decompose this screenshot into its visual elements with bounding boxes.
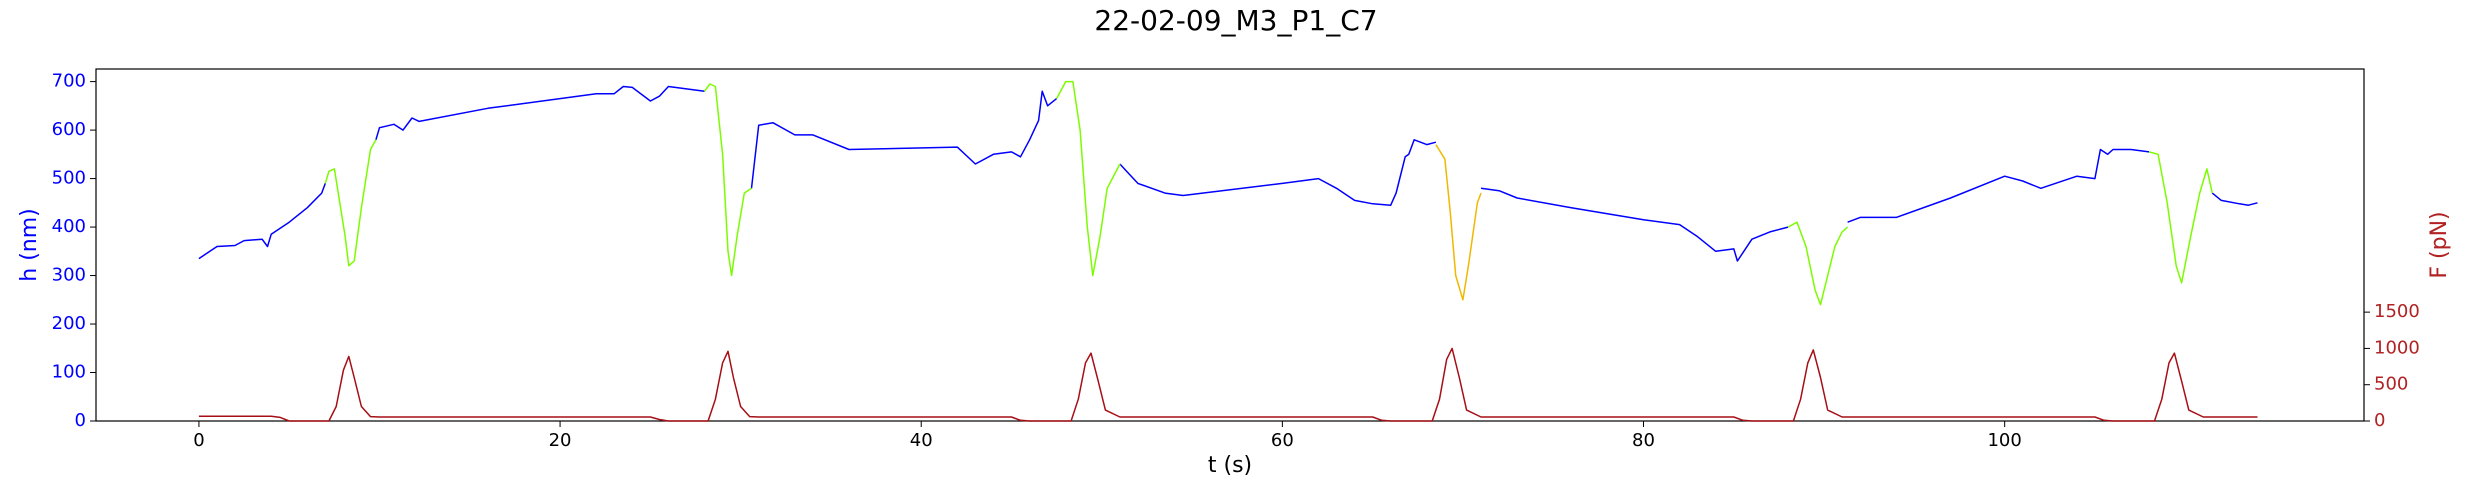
y2-axis-label: F (pN)	[2427, 211, 2452, 278]
x-tick-label: 40	[910, 430, 933, 451]
y2-tick-label: 0	[2374, 410, 2385, 431]
y-tick-label: 100	[52, 362, 86, 383]
y2-tick-label: 500	[2374, 374, 2408, 395]
series-line	[1435, 144, 1482, 301]
y-tick-label: 200	[52, 313, 86, 334]
series-line	[198, 347, 2258, 422]
x-tick-label: 60	[1271, 430, 1294, 451]
y-tick-label: 400	[52, 216, 86, 237]
y2-tick-label: 1500	[2374, 301, 2420, 322]
x-tick-label: 20	[549, 430, 572, 451]
x-tick-label: 80	[1632, 430, 1655, 451]
x-axis-label: t (s)	[1208, 453, 1252, 478]
chart-title: 22-02-09_M3_P1_C7	[1094, 4, 1377, 37]
x-tick-label: 100	[1987, 430, 2021, 451]
y-tick-label: 700	[52, 71, 86, 92]
y2-tick-label: 1000	[2374, 337, 2420, 358]
y-tick-label: 600	[52, 119, 86, 140]
y-axis-label: h (nm)	[17, 208, 42, 281]
y-tick-label: 0	[75, 410, 86, 431]
plot-frame	[95, 68, 2365, 422]
series-line	[324, 80, 2214, 306]
y-tick-label: 300	[52, 265, 86, 286]
x-tick-label: 0	[193, 430, 204, 451]
series-line	[198, 85, 2258, 262]
y-tick-label: 500	[52, 168, 86, 189]
